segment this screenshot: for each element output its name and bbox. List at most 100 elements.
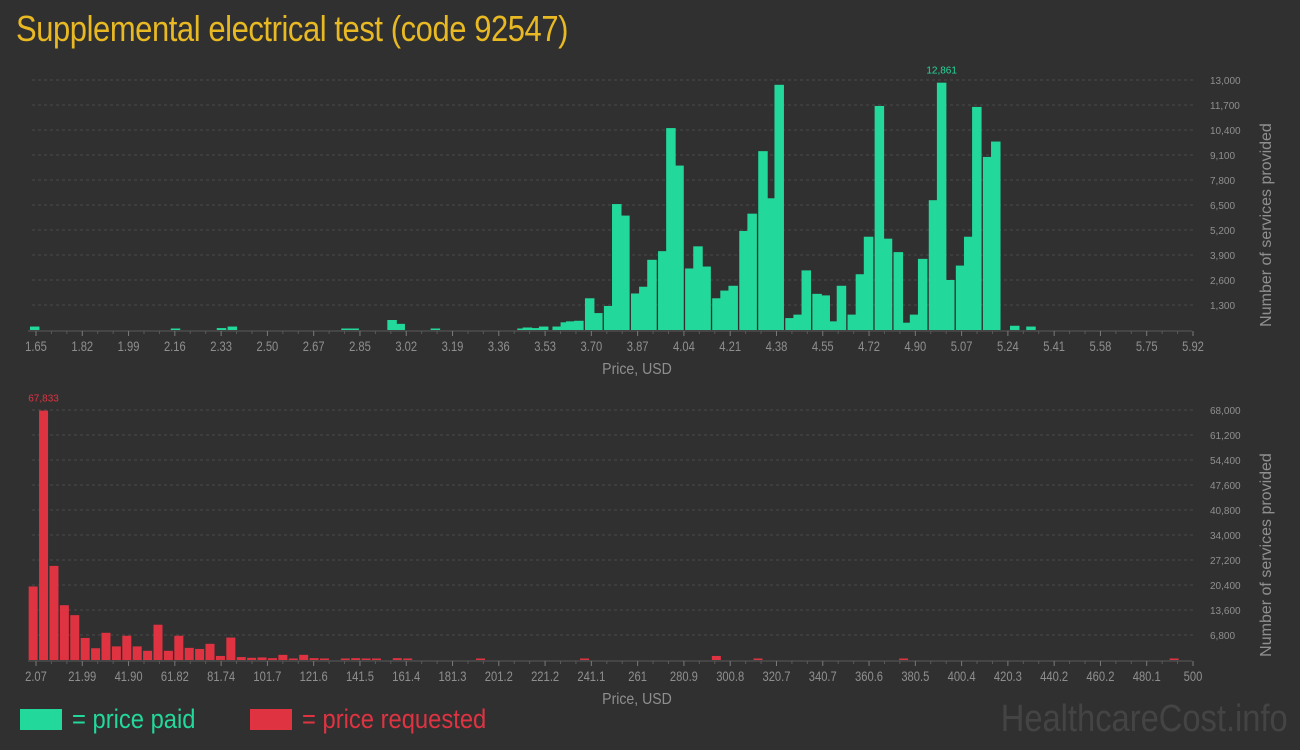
bar[interactable]: [163, 650, 173, 660]
bar[interactable]: [685, 268, 695, 330]
bar[interactable]: [371, 658, 381, 661]
bar[interactable]: [59, 605, 69, 660]
bar[interactable]: [899, 658, 909, 661]
bar[interactable]: [647, 259, 657, 330]
bar[interactable]: [593, 313, 603, 330]
bar[interactable]: [701, 266, 711, 330]
bar[interactable]: [522, 327, 533, 331]
bar[interactable]: [205, 643, 215, 660]
bar[interactable]: [982, 156, 993, 330]
bar[interactable]: [111, 646, 121, 660]
bar[interactable]: [612, 204, 622, 330]
bar[interactable]: [215, 655, 225, 660]
bar[interactable]: [1009, 325, 1020, 330]
bar[interactable]: [387, 320, 397, 330]
bar[interactable]: [785, 318, 795, 330]
bar[interactable]: [309, 658, 319, 660]
bar[interactable]: [584, 298, 595, 330]
bar[interactable]: [820, 295, 830, 330]
bar[interactable]: [1026, 326, 1036, 330]
bar[interactable]: [828, 321, 839, 330]
bar[interactable]: [639, 286, 649, 330]
bar[interactable]: [392, 658, 402, 660]
bar[interactable]: [216, 328, 227, 330]
bar[interactable]: [855, 274, 866, 330]
bar[interactable]: [766, 198, 776, 330]
bar[interactable]: [666, 128, 676, 330]
bar[interactable]: [538, 326, 549, 330]
bar[interactable]: [793, 314, 803, 330]
bar[interactable]: [674, 165, 684, 330]
bar[interactable]: [143, 650, 153, 660]
bar[interactable]: [236, 657, 246, 660]
bar[interactable]: [552, 326, 562, 330]
bar[interactable]: [972, 106, 982, 330]
bar[interactable]: [91, 648, 101, 660]
bar[interactable]: [560, 322, 571, 330]
bar[interactable]: [909, 314, 920, 330]
bar[interactable]: [753, 658, 763, 661]
bar[interactable]: [955, 265, 966, 330]
bar[interactable]: [101, 632, 111, 660]
bar[interactable]: [928, 200, 939, 330]
bar[interactable]: [658, 251, 668, 330]
bar[interactable]: [29, 326, 40, 330]
bar[interactable]: [174, 635, 184, 660]
bar[interactable]: [603, 305, 614, 330]
bar[interactable]: [620, 215, 630, 330]
bar[interactable]: [319, 658, 329, 661]
bar[interactable]: [812, 293, 822, 330]
bar[interactable]: [882, 238, 893, 330]
bar[interactable]: [893, 252, 904, 330]
bar[interactable]: [711, 655, 721, 660]
bar[interactable]: [847, 314, 858, 330]
bar[interactable]: [693, 246, 703, 330]
bar[interactable]: [361, 658, 371, 661]
bar[interactable]: [257, 657, 267, 660]
bar[interactable]: [153, 624, 163, 660]
bar[interactable]: [580, 658, 590, 661]
bar[interactable]: [747, 213, 757, 330]
bar[interactable]: [728, 285, 738, 330]
bar[interactable]: [712, 298, 722, 330]
bar[interactable]: [863, 236, 874, 330]
bar[interactable]: [430, 328, 441, 331]
bar[interactable]: [80, 637, 90, 660]
bar[interactable]: [517, 328, 527, 331]
bar[interactable]: [132, 646, 142, 660]
bar[interactable]: [70, 615, 80, 660]
bar[interactable]: [227, 326, 238, 330]
bar[interactable]: [574, 320, 584, 330]
bar[interactable]: [340, 658, 350, 661]
bar[interactable]: [917, 258, 928, 330]
bar[interactable]: [288, 658, 298, 661]
bar[interactable]: [278, 654, 288, 660]
bar[interactable]: [299, 654, 309, 660]
bar[interactable]: [395, 323, 405, 330]
bar[interactable]: [28, 586, 38, 660]
bar[interactable]: [530, 328, 541, 330]
bar[interactable]: [195, 648, 205, 660]
bar[interactable]: [184, 647, 194, 660]
bar[interactable]: [49, 565, 59, 660]
bar[interactable]: [351, 658, 361, 660]
bar[interactable]: [874, 105, 885, 330]
bar[interactable]: [801, 270, 812, 330]
bar[interactable]: [341, 328, 351, 331]
bar[interactable]: [39, 410, 49, 660]
bar[interactable]: [963, 236, 974, 330]
bar[interactable]: [945, 280, 955, 330]
bar[interactable]: [901, 322, 912, 330]
bar[interactable]: [122, 635, 132, 660]
bar[interactable]: [247, 657, 257, 660]
bar[interactable]: [267, 658, 277, 660]
bar[interactable]: [936, 82, 947, 330]
bar[interactable]: [774, 84, 784, 330]
bar[interactable]: [226, 637, 236, 660]
bar[interactable]: [630, 293, 641, 330]
bar[interactable]: [739, 230, 749, 330]
bar[interactable]: [1169, 658, 1179, 661]
bar[interactable]: [476, 658, 486, 661]
bar[interactable]: [836, 285, 847, 330]
bar[interactable]: [565, 321, 576, 330]
